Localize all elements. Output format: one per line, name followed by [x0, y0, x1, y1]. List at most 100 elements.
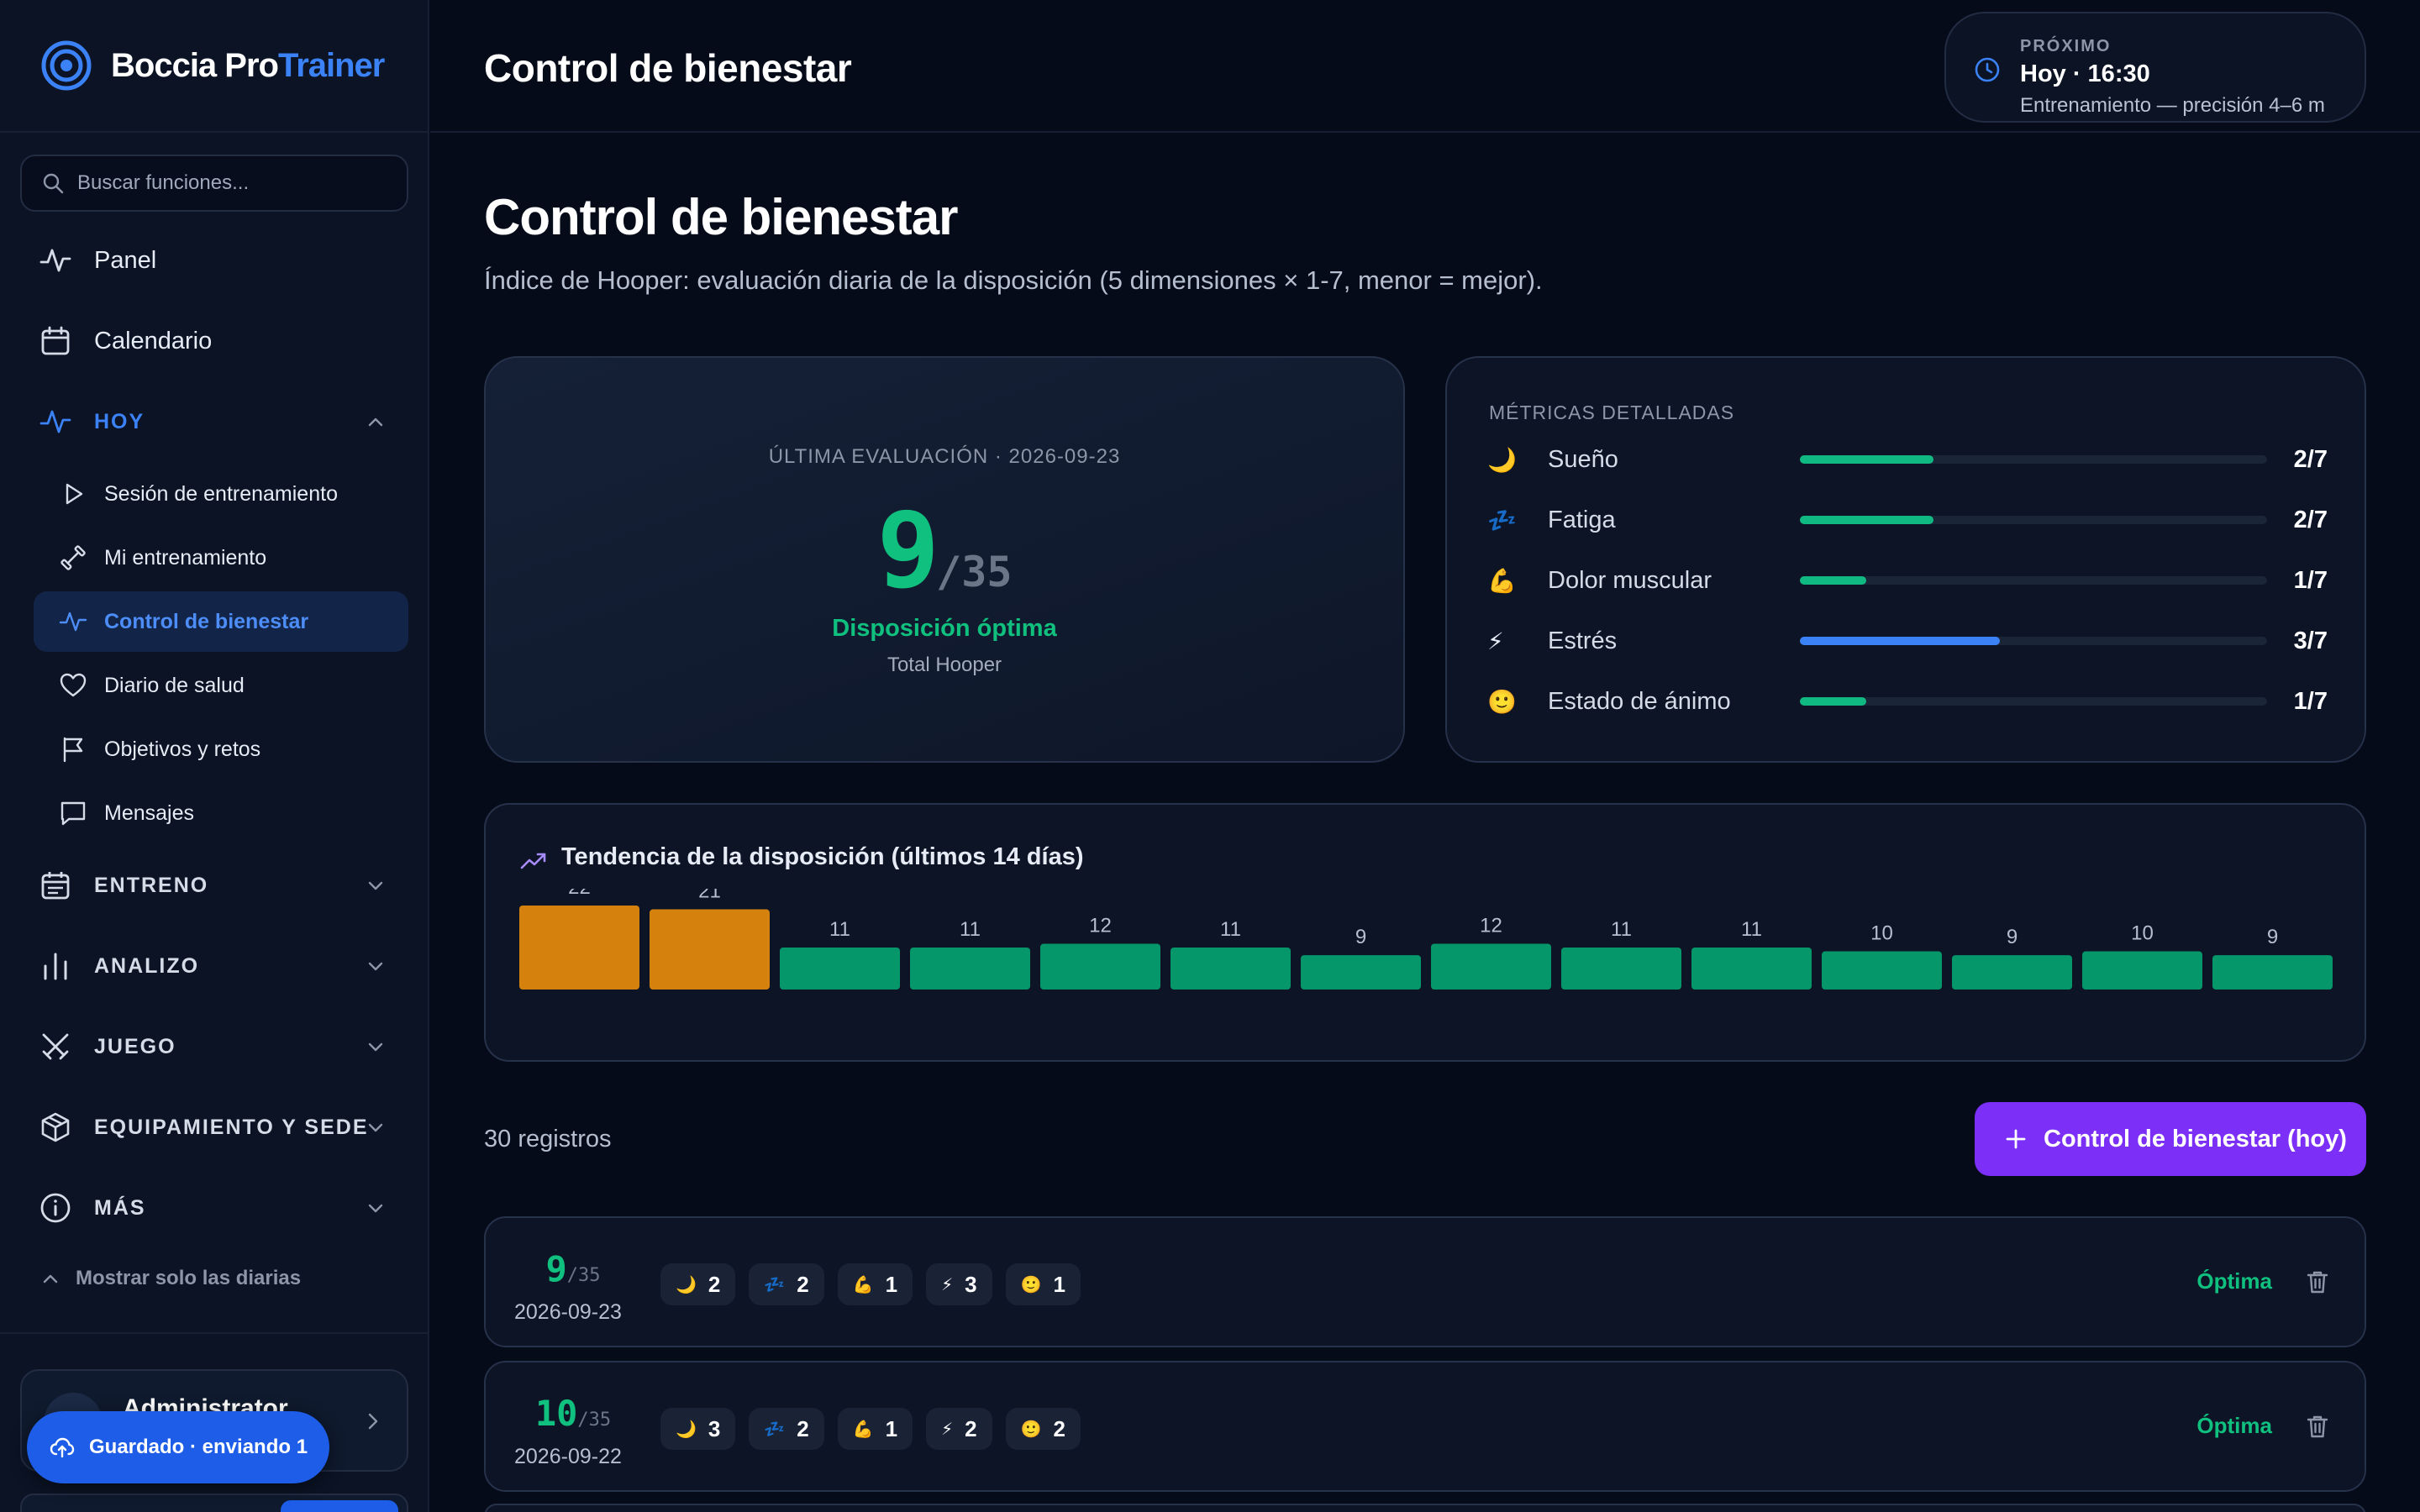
trend-bar-label: 10 — [2131, 922, 2154, 945]
next-event-label: PRÓXIMO — [2020, 37, 2112, 55]
trend-bar[interactable] — [2082, 951, 2202, 990]
nav-group-more[interactable]: MÁS — [20, 1176, 408, 1240]
list-item[interactable]: 10/35 2026-09-22 🌙 3 💤 2 💪 1 ⚡ 2 🙂 2 Óptima — [484, 1361, 2366, 1492]
message-icon — [60, 801, 86, 826]
flag-icon — [63, 737, 83, 763]
add-wellness-check-button[interactable]: Control de bienestar (hoy) — [1975, 1102, 2366, 1176]
trend-bar[interactable] — [1301, 955, 1421, 990]
nav-group-training[interactable]: ENTRENO — [20, 853, 408, 917]
trend-bar[interactable] — [650, 909, 770, 990]
nav-messages[interactable]: Mensajes — [34, 783, 408, 843]
trend-bar[interactable] — [519, 906, 639, 990]
nav-training-session[interactable]: Sesión de entrenamiento — [34, 464, 408, 524]
nav-group-game[interactable]: JUEGO — [20, 1015, 408, 1079]
next-event-card[interactable]: PRÓXIMO Hoy · 16:30 Entrenamiento — prec… — [1944, 12, 2366, 123]
save-status-pill[interactable]: Guardado · enviando 1 — [27, 1411, 329, 1483]
show-daily-toggle[interactable]: Mostrar solo las diarias — [40, 1267, 301, 1290]
entry-status: Óptima — [2196, 1413, 2272, 1438]
dimension-value: 2 — [1053, 1415, 1066, 1441]
trend-bar[interactable] — [1561, 948, 1681, 990]
dimension-chip: 💤 2 — [749, 1263, 824, 1305]
sidebar-action-button[interactable] — [281, 1500, 398, 1512]
trend-bar-label: 11 — [829, 918, 850, 941]
nav-panel[interactable]: Panel — [20, 228, 408, 292]
nav-calendar[interactable]: Calendario — [20, 309, 408, 373]
metrics-title: MÉTRICAS DETALLADAS — [1489, 402, 1735, 423]
trend-bar[interactable] — [1431, 943, 1551, 990]
trend-bar[interactable] — [1952, 955, 2072, 990]
metric-bar-fill — [1800, 637, 2001, 645]
entry-chips: 🌙 2 💤 2 💪 1 ⚡ 3 🙂 1 — [660, 1263, 1094, 1305]
list-item[interactable] — [484, 1504, 2366, 1512]
trash-icon[interactable] — [2304, 1413, 2331, 1440]
dimension-value: 1 — [1053, 1271, 1066, 1297]
trend-bar[interactable] — [1822, 951, 1942, 990]
trend-bar-chart: 22 21 11 11 12 11 9 12 11 11 10 9 10 9 — [519, 889, 2333, 990]
metric-bar-fill — [1800, 455, 1933, 464]
nav-group-equipment[interactable]: EQUIPAMIENTO Y SEDE — [20, 1095, 408, 1159]
entry-score-max: /35 — [577, 1410, 612, 1431]
dimension-chip: 🙂 1 — [1005, 1263, 1081, 1305]
nav-health-diary[interactable]: Diario de salud — [34, 655, 408, 716]
dimension-chip: 💪 1 — [837, 1408, 913, 1450]
cloud-upload-icon — [50, 1437, 75, 1458]
sidebar-action-bar[interactable] — [20, 1494, 408, 1512]
metric-bar — [1800, 516, 2267, 524]
entry-score: 10/35 — [514, 1393, 632, 1434]
dimension-emoji-icon: ⚡ — [941, 1420, 954, 1439]
calendar-icon — [41, 326, 70, 355]
package-icon — [41, 1112, 70, 1142]
search-input[interactable] — [77, 171, 397, 195]
metric-name: Fatiga — [1548, 506, 1616, 533]
trend-title: Tendencia de la disposición (últimos 14 … — [561, 843, 1084, 870]
nav-messages-label: Mensajes — [104, 801, 194, 825]
trend-bar-label: 10 — [1870, 922, 1893, 945]
metric-row: 🙂 Estado de ánimo 1/7 — [1487, 680, 2328, 722]
trend-bar[interactable] — [780, 948, 900, 990]
dimension-emoji-icon: 🙂 — [1020, 1420, 1042, 1439]
trend-bar[interactable] — [2212, 955, 2333, 990]
list-item[interactable]: 9/35 2026-09-23 🌙 2 💤 2 💪 1 ⚡ 3 🙂 1 Óptima — [484, 1216, 2366, 1347]
trash-icon[interactable] — [2304, 1268, 2331, 1295]
dimension-emoji-icon: ⚡ — [941, 1275, 954, 1294]
nav-group-analysis[interactable]: ANALIZO — [20, 934, 408, 998]
save-status-label: Guardado · enviando 1 — [89, 1436, 308, 1458]
metric-row: ⚡ Estrés 3/7 — [1487, 620, 2328, 662]
trend-bar-label: 11 — [960, 918, 981, 941]
play-icon — [66, 483, 83, 505]
metric-bar — [1800, 697, 2267, 706]
trend-bar[interactable] — [910, 948, 1030, 990]
nav-group-today[interactable]: HOY — [20, 390, 408, 454]
metric-value: 3/7 — [2293, 627, 2328, 654]
trend-bar[interactable] — [1040, 943, 1160, 990]
hooper-score-max: /35 — [936, 548, 1013, 596]
metric-bar-fill — [1800, 576, 1867, 585]
hooper-score: 9/35 — [486, 491, 1403, 612]
chevron-down-icon — [368, 1123, 383, 1132]
nav-group-analysis-label: ANALIZO — [94, 953, 200, 978]
nav-wellness-control[interactable]: Control de bienestar — [34, 591, 408, 652]
metric-name: Dolor muscular — [1548, 566, 1712, 594]
trend-bar-label: 12 — [1480, 914, 1502, 937]
dimension-chip: ⚡ 2 — [926, 1408, 992, 1450]
metric-emoji-icon: 🙂 — [1487, 688, 1517, 715]
entry-status: Óptima — [2196, 1268, 2272, 1294]
top-header: Control de bienestar PRÓXIMO Hoy · 16:30… — [430, 0, 2420, 133]
dimension-emoji-icon: 💤 — [764, 1275, 786, 1294]
hooper-total-caption: Total Hooper — [886, 654, 1002, 676]
dimension-emoji-icon: 🙂 — [1020, 1275, 1042, 1294]
trend-bar[interactable] — [1691, 948, 1812, 990]
next-event-time: Hoy · 16:30 — [2020, 60, 2150, 87]
dimension-value: 3 — [708, 1415, 721, 1441]
plus-icon — [2006, 1129, 2026, 1149]
metric-bar-fill — [1800, 516, 1933, 524]
add-wellness-check-label: Control de bienestar (hoy) — [2044, 1125, 2347, 1152]
brand[interactable]: Boccia ProTrainer — [0, 0, 428, 133]
sidebar-divider — [0, 1332, 429, 1334]
trend-card: Tendencia de la disposición (últimos 14 … — [484, 803, 2366, 1062]
search-box — [20, 155, 408, 212]
nav-my-training[interactable]: Mi entrenamiento — [34, 528, 408, 588]
trend-bar[interactable] — [1171, 948, 1291, 990]
nav-goals-label: Objetivos y retos — [104, 737, 261, 761]
nav-goals[interactable]: Objetivos y retos — [34, 719, 408, 780]
